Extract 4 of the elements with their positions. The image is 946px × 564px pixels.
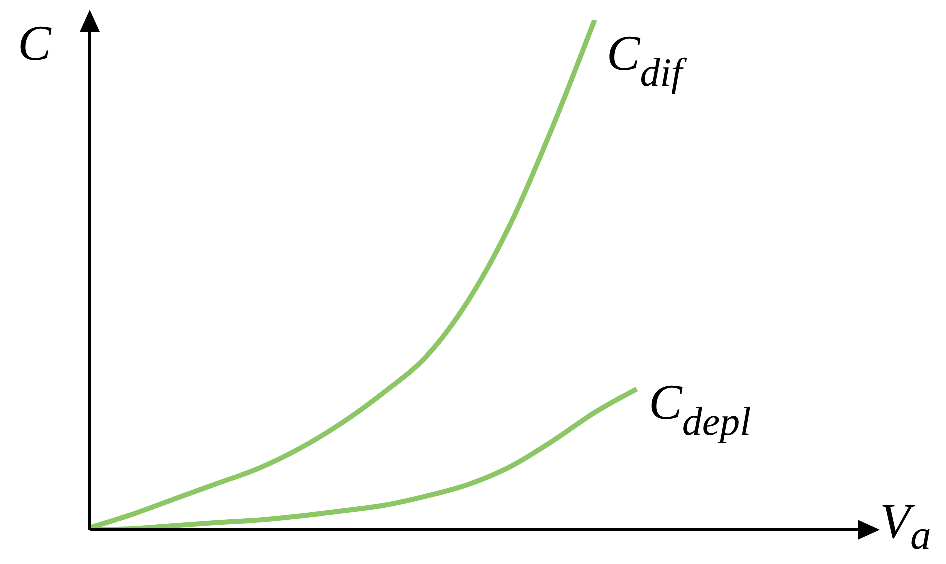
y-axis-title: C [18,15,52,71]
x-axis-title: V$_{a}$ [880,493,932,559]
series-label: C$_{dif}$ [606,25,688,95]
series-label: C$_{depl}$ [648,374,752,444]
